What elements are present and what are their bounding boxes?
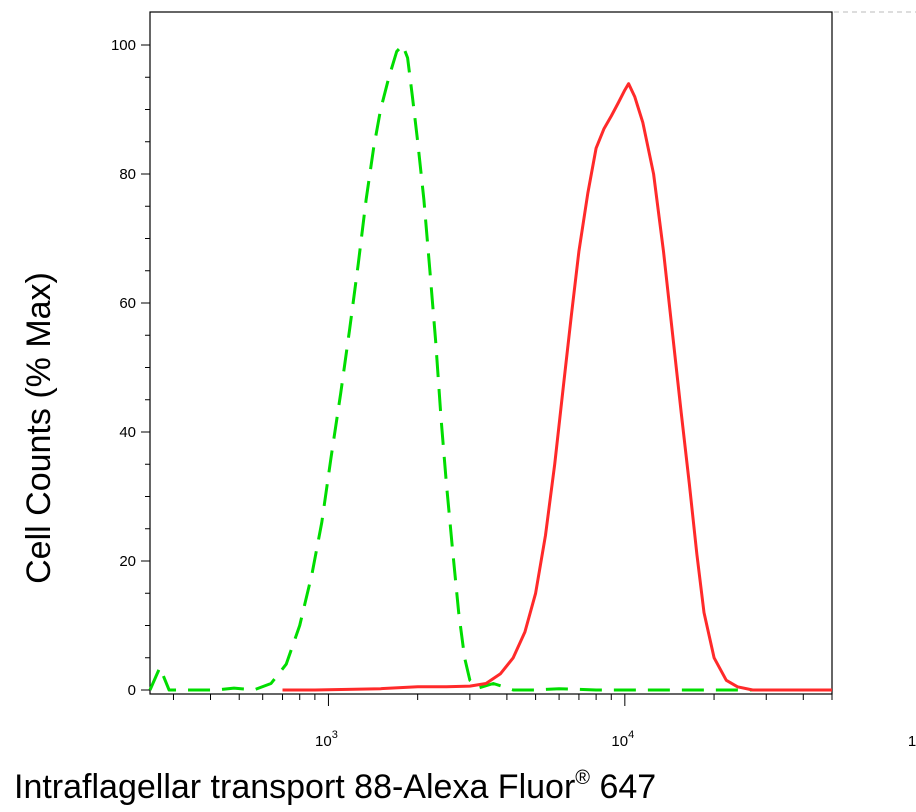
plot-frame [149, 11, 833, 695]
x-axis-title-main: Intraflagellar transport 88-Alexa Fluor [14, 768, 575, 806]
y-axis-ticks: 0 20 40 60 80 100 [111, 37, 150, 699]
x-axis-title-superscript: ® [575, 767, 590, 789]
series-group [148, 43, 832, 692]
x-axis-ticks: 103 104 105 [172, 694, 916, 750]
y-tick-label: 80 [119, 166, 136, 183]
y-tick-label: 40 [119, 424, 136, 441]
y-tick-label: 100 [111, 37, 136, 54]
y-tick-label: 60 [119, 295, 136, 312]
y-tick-label: 20 [119, 553, 136, 570]
x-tick-label: 104 [611, 729, 634, 750]
y-axis-title: Cell Counts (% Max) [20, 272, 58, 584]
y-tick-label: 0 [128, 682, 136, 699]
x-axis-title: Intraflagellar transport 88-Alexa Fluor®… [14, 767, 656, 806]
series-line-2 [282, 82, 832, 692]
x-tick-label: 103 [315, 729, 338, 750]
series-line-1 [148, 43, 832, 692]
x-axis-title-suffix: 647 [590, 768, 656, 806]
x-tick-label: 105 [908, 729, 916, 750]
